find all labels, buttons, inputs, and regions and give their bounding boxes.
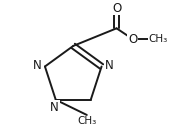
Text: N: N bbox=[105, 59, 113, 72]
Text: N: N bbox=[33, 59, 42, 72]
Text: O: O bbox=[128, 33, 137, 46]
Text: N: N bbox=[50, 101, 59, 114]
Text: CH₃: CH₃ bbox=[148, 34, 168, 44]
Text: CH₃: CH₃ bbox=[77, 116, 96, 126]
Text: O: O bbox=[112, 2, 121, 15]
